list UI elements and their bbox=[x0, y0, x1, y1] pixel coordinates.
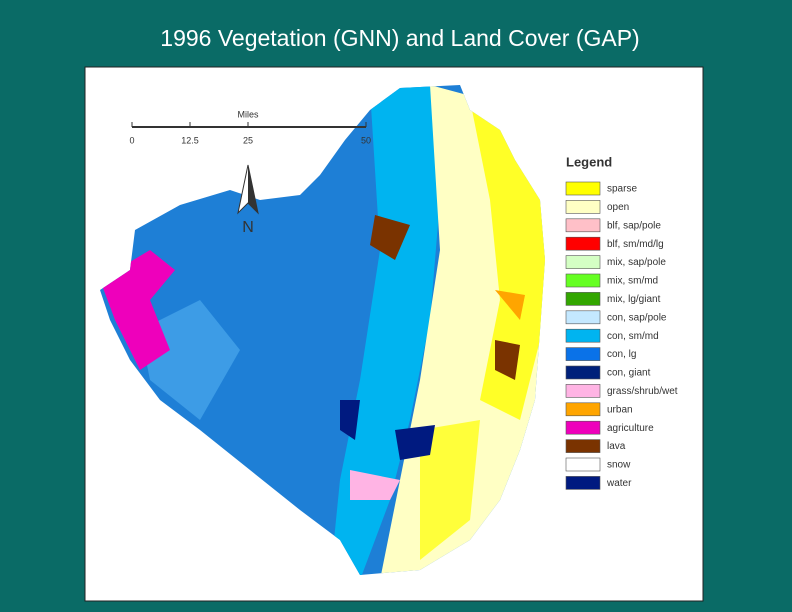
legend-swatch bbox=[565, 476, 601, 490]
legend-swatch bbox=[565, 347, 601, 361]
legend-label: mix, lg/giant bbox=[607, 294, 661, 305]
legend-swatch bbox=[565, 292, 601, 306]
slide-title: 1996 Vegetation (GNN) and Land Cover (GA… bbox=[160, 25, 639, 51]
legend-label: mix, sm/md bbox=[607, 276, 658, 287]
legend-swatch bbox=[565, 402, 601, 417]
scale-label: 0 bbox=[129, 135, 134, 145]
scale-label: 12.5 bbox=[181, 135, 199, 145]
legend-title: Legend bbox=[566, 154, 612, 169]
legend-label: blf, sm/md/lg bbox=[607, 239, 664, 250]
legend-swatch bbox=[565, 420, 601, 435]
legend-swatch bbox=[565, 328, 601, 343]
legend-label: sparse bbox=[607, 184, 637, 195]
legend-label: urban bbox=[607, 404, 633, 415]
legend-swatch bbox=[565, 200, 601, 214]
legend-swatch bbox=[565, 236, 601, 251]
legend-swatch bbox=[565, 255, 601, 269]
north-label: N bbox=[242, 219, 254, 236]
legend-swatch bbox=[565, 310, 601, 325]
legend-swatch bbox=[565, 365, 601, 380]
scale-unit: Miles bbox=[237, 109, 259, 119]
legend-label: con, lg bbox=[607, 349, 636, 360]
legend-swatch bbox=[565, 218, 601, 233]
legend-label: water bbox=[606, 478, 632, 489]
legend-swatch bbox=[565, 457, 601, 472]
scale-label: 25 bbox=[243, 135, 253, 145]
legend-label: lava bbox=[607, 441, 626, 452]
legend-label: blf, sap/pole bbox=[607, 220, 661, 231]
legend-label: snow bbox=[607, 460, 631, 471]
legend-swatch bbox=[565, 273, 601, 288]
legend-label: con, sap/pole bbox=[607, 312, 667, 323]
legend-label: mix, sap/pole bbox=[607, 257, 666, 268]
legend-label: agriculture bbox=[607, 423, 654, 434]
legend-label: con, giant bbox=[607, 368, 651, 379]
north-arrow-half bbox=[248, 165, 258, 213]
legend-swatch bbox=[565, 439, 601, 453]
legend-label: grass/shrub/wet bbox=[607, 386, 678, 397]
legend-label: open bbox=[607, 202, 629, 213]
scale-label: 50 bbox=[361, 135, 371, 145]
legend-swatch bbox=[565, 181, 601, 196]
legend-label: con, sm/md bbox=[607, 331, 659, 342]
legend-swatch bbox=[565, 384, 601, 398]
